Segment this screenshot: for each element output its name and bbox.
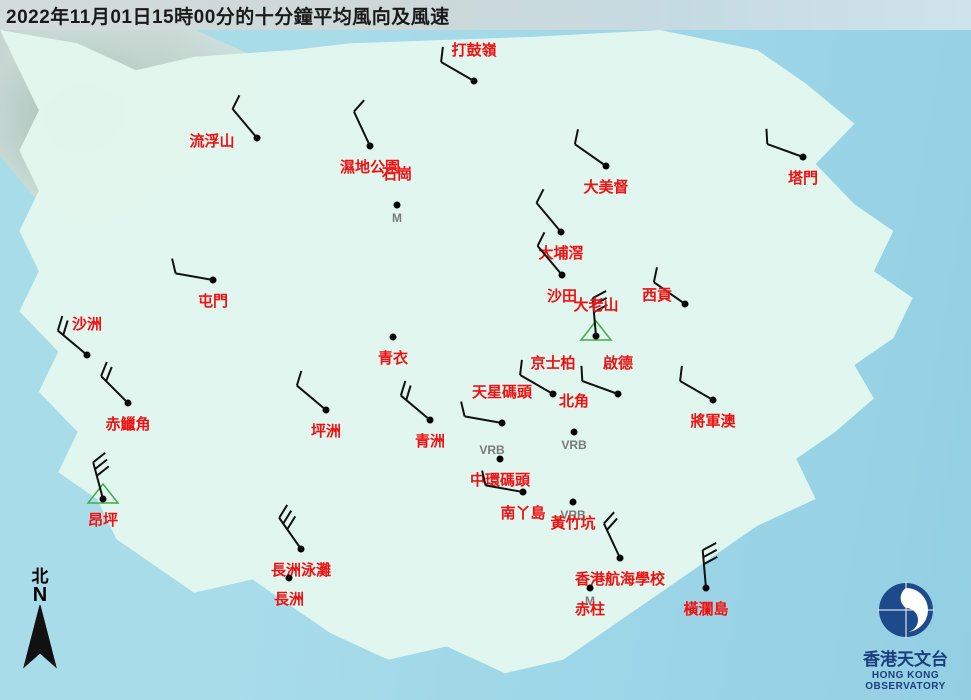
station-label-17: 天星碼頭 bbox=[472, 381, 532, 402]
station-label-0: 打鼓嶺 bbox=[451, 39, 496, 60]
station-label-8: 西貢 bbox=[642, 284, 672, 305]
station-label-13: 京士柏 bbox=[530, 352, 575, 373]
station-label-4: 大美督 bbox=[583, 176, 628, 197]
hko-logo-english: HONG KONG OBSERVATORY bbox=[848, 670, 963, 692]
station-label-18: 北角 bbox=[559, 390, 589, 411]
station-label-3: 石崗 bbox=[382, 163, 412, 184]
station-label-1: 流浮山 bbox=[189, 130, 234, 151]
station-label-12: 沙洲 bbox=[72, 313, 102, 334]
station-label-15: 將軍澳 bbox=[690, 410, 735, 431]
wind-map: 打鼓嶺 流浮山 濕地公園 M 石崗 大美督 大埔滘 塔門 沙田 西貢 屯門 大老山 青衣 沙洲 京士柏 啟德將… bbox=[0, 0, 971, 700]
station-label-20: 坪洲 bbox=[311, 420, 341, 441]
compass-n-label: N bbox=[10, 585, 70, 605]
page-title: 2022年11月01日15時00分的十分鐘平均風向及風速 bbox=[6, 2, 450, 29]
station-label-11: 青衣 bbox=[378, 347, 408, 368]
station-label-29: 橫瀾島 bbox=[683, 598, 728, 619]
station-label-22: 昂坪 bbox=[88, 509, 118, 530]
compass-chinese-label: 北 bbox=[10, 568, 70, 585]
station-dot-18[interactable] bbox=[571, 429, 578, 436]
station-dot-28[interactable] bbox=[587, 585, 594, 592]
station-dot-11[interactable] bbox=[390, 334, 397, 341]
station-label-16: 赤鱲角 bbox=[105, 413, 150, 434]
station-label-19: 青洲 bbox=[415, 430, 445, 451]
station-label-6: 塔門 bbox=[788, 167, 818, 188]
station-label-23: 南丫島 bbox=[500, 502, 545, 523]
station-marker-3: M bbox=[392, 211, 402, 225]
station-dot-3[interactable] bbox=[394, 202, 401, 209]
station-label-26: 長洲 bbox=[274, 588, 304, 609]
station-label-25: 長洲泳灘 bbox=[271, 559, 331, 580]
hko-logo: 香港天文台 HONG KONG OBSERVATORY bbox=[848, 582, 963, 692]
station-marker-18: VRB bbox=[561, 438, 586, 452]
station-label-9: 屯門 bbox=[198, 290, 228, 311]
hko-logo-chinese: 香港天文台 bbox=[848, 645, 963, 670]
station-dot-26[interactable] bbox=[286, 575, 293, 582]
title-bar: 2022年11月01日15時00分的十分鐘平均風向及風速 bbox=[0, 0, 971, 30]
hko-logo-icon bbox=[878, 582, 934, 638]
compass[interactable]: 北 N bbox=[10, 568, 70, 670]
station-label-10: 大老山 bbox=[573, 294, 618, 315]
station-dot-24[interactable] bbox=[570, 499, 577, 506]
compass-arrow-icon bbox=[20, 605, 60, 670]
station-label-28: 赤柱 bbox=[575, 598, 605, 619]
station-label-14: 啟德 bbox=[603, 352, 633, 373]
